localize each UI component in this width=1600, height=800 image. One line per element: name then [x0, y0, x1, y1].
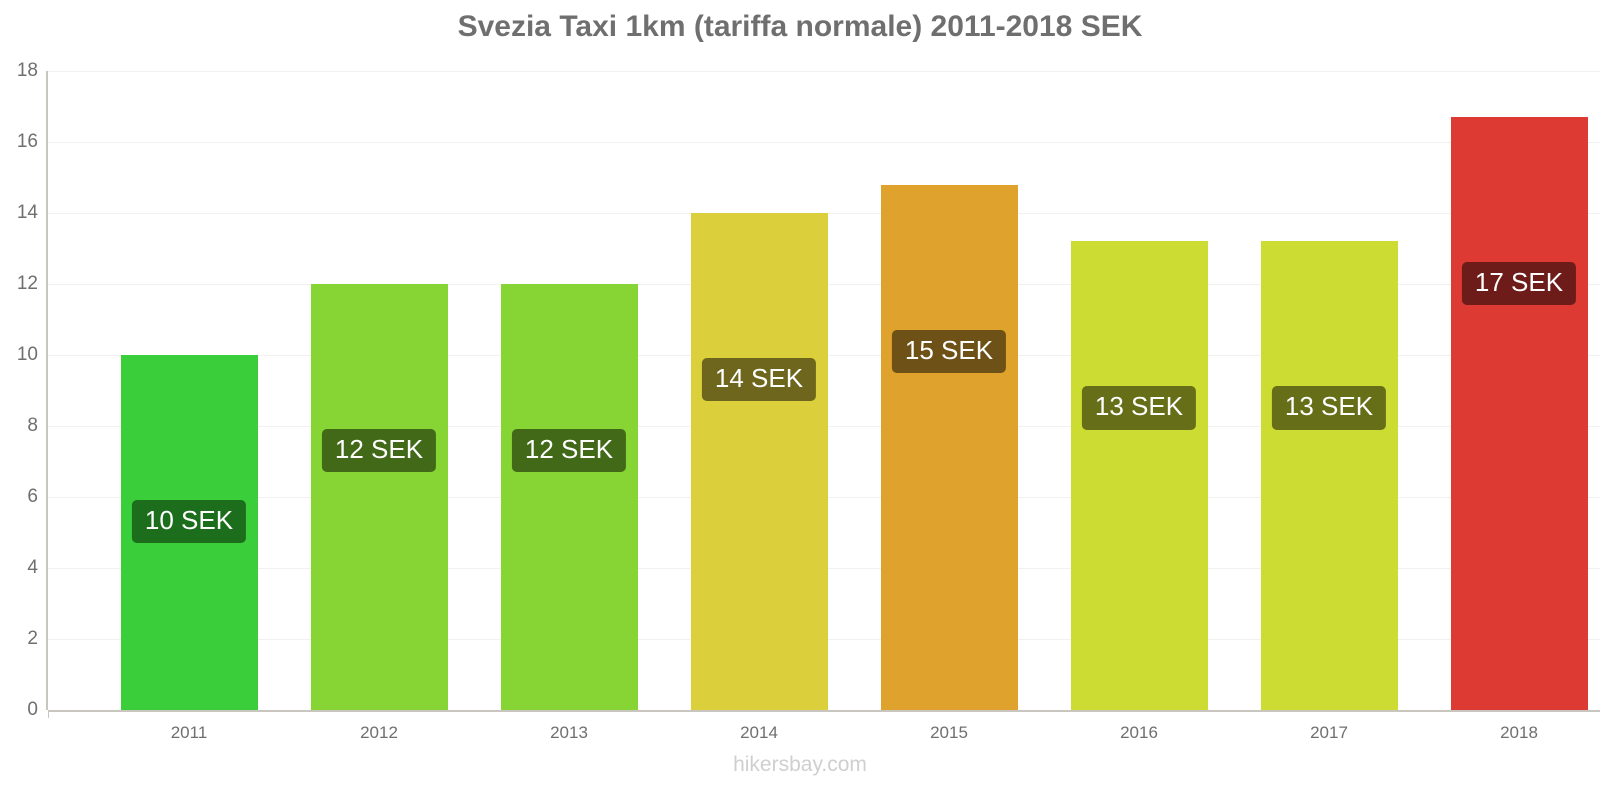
bar-value-label: 12 SEK [321, 429, 437, 473]
footer-credit: hikersbay.com [733, 753, 867, 776]
y-axis-tick-label: 4 [27, 557, 38, 578]
bar-value-label: 17 SEK [1461, 262, 1577, 306]
bar[interactable]: 12 SEK [500, 284, 638, 710]
x-axis-tick-label: 2016 [1120, 723, 1158, 742]
y-axis-tick-label: 12 [16, 273, 38, 294]
bar[interactable]: 14 SEK [690, 213, 828, 710]
x-axis-tick-label: 2014 [740, 723, 778, 742]
bar-value-label: 13 SEK [1081, 386, 1197, 430]
x-axis-tick-label: 2018 [1500, 723, 1538, 742]
y-axis-tick-label: 8 [27, 415, 38, 436]
x-axis-tick-label: 2015 [930, 723, 968, 742]
x-axis-tick-label: 2013 [550, 723, 588, 742]
bar-value-label: 10 SEK [131, 500, 247, 544]
x-axis-tick-label: 2012 [360, 723, 398, 742]
bar[interactable]: 17 SEK [1450, 117, 1588, 710]
y-axis-tick-label: 6 [27, 486, 38, 507]
bar-value-label: 14 SEK [701, 358, 817, 402]
bar[interactable]: 12 SEK [310, 284, 448, 710]
y-axis-tick-label: 16 [16, 131, 38, 152]
y-axis-tick-label: 2 [27, 628, 38, 649]
x-axis-tick-label: 2017 [1310, 723, 1348, 742]
bar[interactable]: 13 SEK [1070, 241, 1208, 710]
gridline [48, 710, 1600, 712]
bar[interactable]: 10 SEK [120, 355, 258, 710]
bar-value-label: 15 SEK [891, 329, 1007, 373]
y-axis-tick-label: 10 [16, 344, 38, 365]
bar-value-label: 12 SEK [511, 429, 627, 473]
gridline [48, 142, 1600, 143]
plot-area: 0 2 4 6 8 10 12 14 16 18 10 SEK 12 SEK 12 SEK 14 SEK… [17, 60, 1600, 742]
bar[interactable]: 13 SEK [1260, 241, 1398, 710]
x-axis-tick-label: 2011 [170, 723, 208, 742]
bar[interactable]: 15 SEK [880, 184, 1018, 710]
y-axis-tick-label: 14 [16, 202, 38, 223]
y-axis-tick-label: 0 [27, 699, 38, 720]
gridline [48, 71, 1600, 72]
chart-title: Svezia Taxi 1km (tariffa normale) 2011-2… [457, 10, 1143, 43]
x-axis-ticks: 2011 2012 2013 2014 2015 2016 2017 2018 [48, 710, 1600, 770]
y-axis-tick-label: 18 [16, 60, 38, 81]
x-axis-origin-mark [48, 710, 49, 718]
bar-value-label: 13 SEK [1271, 386, 1387, 430]
